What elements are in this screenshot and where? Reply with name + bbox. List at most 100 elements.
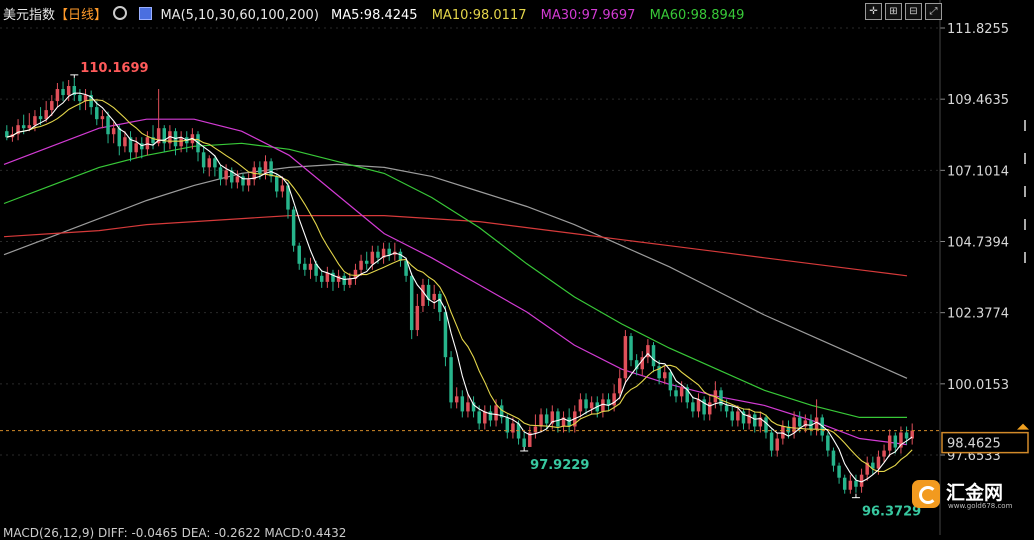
zoom-in-icon[interactable]: ⊞ [885, 3, 902, 20]
current-price: 98.4625 [0, 423, 1029, 454]
expand-icon[interactable]: ⤢ [925, 3, 942, 20]
candle-body [522, 438, 526, 447]
candle [887, 429, 892, 457]
candle-body [876, 456, 881, 469]
candle-body [719, 390, 723, 406]
candle [781, 420, 785, 445]
candle-body [904, 432, 909, 439]
candle [359, 254, 363, 276]
candle-body [634, 360, 639, 370]
candle [696, 393, 701, 418]
candle [128, 131, 133, 162]
candle [89, 90, 93, 115]
candle-body [83, 95, 88, 102]
candle-body [758, 417, 763, 427]
candle-body [499, 405, 504, 418]
candle [871, 456, 875, 475]
chart-header: 美元指数【日线】 MA(5,10,30,60,100,200) MA5:98.4… [3, 4, 744, 23]
brand-name: 汇金网 [946, 482, 1004, 504]
ma-line-ma60 [3, 142, 907, 418]
side-tool-icon[interactable] [1024, 186, 1033, 197]
candle-body [708, 402, 712, 415]
candle [319, 269, 324, 288]
candle-body [156, 128, 161, 144]
ma60-value: MA60:98.8949 [649, 8, 745, 23]
candle [752, 411, 757, 433]
ma-spec: MA(5,10,30,60,100,200) [160, 8, 319, 23]
side-tool-icon[interactable] [1024, 153, 1033, 164]
side-tool-icon[interactable] [1024, 219, 1033, 230]
candle [83, 89, 88, 111]
candle [668, 369, 673, 397]
ma-line-ma10 [6, 99, 913, 472]
candle-body [258, 167, 262, 174]
candle [578, 393, 583, 418]
candle [325, 266, 330, 288]
candle [848, 474, 853, 494]
current-price-box [941, 431, 1029, 454]
candle-body [145, 137, 150, 150]
candle-body [685, 387, 689, 403]
candle [764, 414, 768, 439]
candle [393, 242, 397, 261]
candle-body [342, 275, 346, 285]
candle [185, 131, 189, 153]
candle-body [871, 462, 875, 469]
candle [634, 354, 639, 376]
candle-body [381, 248, 386, 258]
candle-body [432, 293, 436, 300]
candle-body [241, 176, 245, 186]
candle [859, 468, 864, 493]
candle [511, 417, 515, 439]
candle [741, 408, 746, 430]
ma-chart-icon[interactable] [139, 7, 153, 20]
candle-body [314, 263, 318, 276]
candles [5, 77, 914, 494]
candle-body [117, 128, 122, 147]
candle [398, 248, 403, 267]
candle-body [831, 450, 836, 466]
candle [27, 113, 32, 132]
candle [201, 146, 206, 174]
candle-body [55, 89, 60, 102]
candle-body [466, 402, 470, 412]
candle-body [730, 411, 734, 421]
period-label[interactable]: 【日线】 [55, 8, 108, 23]
candle-body [567, 417, 571, 427]
candle-body [134, 143, 138, 153]
candle-body [550, 411, 555, 424]
candle-body [213, 158, 217, 168]
zoom-out-icon[interactable]: ⊟ [905, 3, 922, 20]
candle [269, 158, 273, 183]
candle [730, 405, 734, 427]
candle [528, 426, 532, 447]
candle-body [471, 402, 476, 412]
current-price-marker [1017, 423, 1029, 430]
ma30-value: MA30:97.9697 [540, 8, 636, 23]
side-tool-icon[interactable] [1024, 120, 1033, 131]
candle-body [887, 435, 892, 451]
candle-body [359, 260, 363, 270]
candle-body [449, 357, 453, 403]
candle-body [443, 311, 448, 358]
short-moving-averages [6, 92, 913, 483]
extreme-label: 96.3729 [862, 505, 921, 520]
candle-body [623, 336, 628, 379]
crosshair-icon[interactable]: ✛ [865, 3, 882, 20]
candle [488, 405, 493, 427]
chart-toolbar: ✛ ⊞ ⊟ ⤢ [865, 3, 942, 20]
extreme-label: 110.1699 [80, 61, 148, 76]
candle-body [696, 399, 701, 412]
candle-body [370, 251, 375, 264]
candle [640, 351, 645, 376]
gear-icon[interactable] [113, 6, 128, 20]
candle-body [668, 372, 673, 391]
candle-body [556, 411, 560, 427]
candle-body [786, 426, 791, 433]
candle-body [303, 263, 307, 270]
candle [156, 89, 161, 147]
candle [882, 444, 886, 463]
side-tool-icon[interactable] [1024, 252, 1033, 263]
